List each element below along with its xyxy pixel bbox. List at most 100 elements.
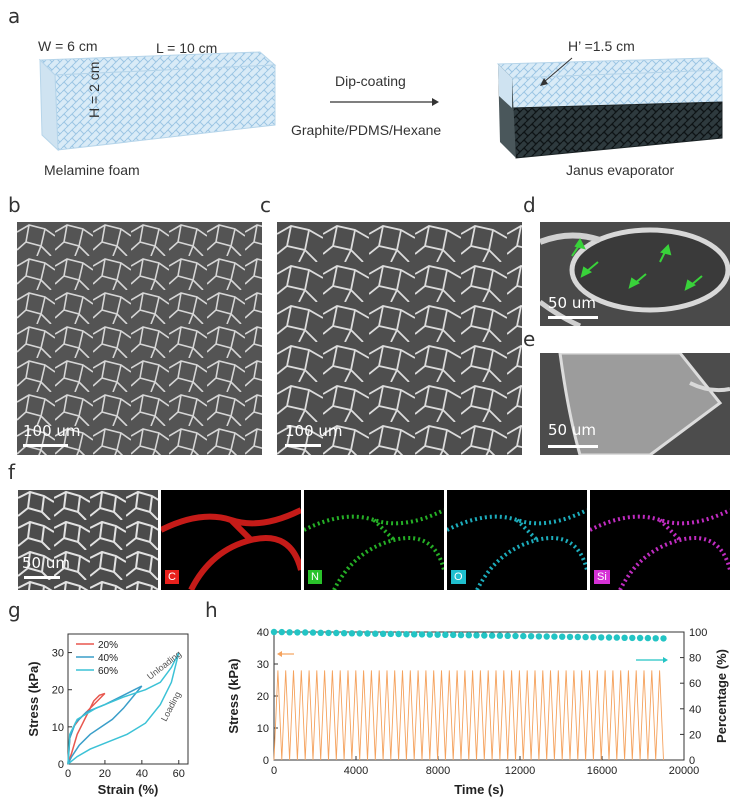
x-tick-label: 60 bbox=[173, 768, 185, 780]
scale-label-c: 100 um bbox=[285, 422, 343, 440]
panel-label-h: h bbox=[205, 598, 218, 622]
scale-bar-e bbox=[548, 445, 598, 448]
percentage-point bbox=[356, 630, 363, 637]
eds-map-o: O bbox=[447, 490, 587, 590]
percentage-point bbox=[340, 630, 348, 637]
scale-bar-d bbox=[548, 316, 598, 319]
foam-caption: Melamine foam bbox=[44, 162, 140, 178]
percentage-point bbox=[426, 631, 433, 638]
percentage-point bbox=[481, 632, 488, 639]
plot-frame bbox=[67, 633, 189, 765]
scale-bar-c bbox=[285, 444, 321, 447]
x-tick-label: 40 bbox=[136, 768, 148, 780]
percentage-point bbox=[333, 629, 340, 637]
percentage-point bbox=[644, 634, 652, 642]
sem-image-f: 50 um bbox=[18, 490, 158, 590]
foam-network-texture bbox=[277, 222, 522, 455]
y2-tick-label: 0 bbox=[689, 755, 695, 767]
percentage-point bbox=[294, 629, 301, 636]
y2-axis-label: Percentage (%) bbox=[714, 649, 729, 743]
x-axis-label: Strain (%) bbox=[98, 782, 159, 797]
percentage-point bbox=[496, 632, 504, 639]
series-60%-loading-line bbox=[67, 652, 180, 765]
series-40%-unloading-line bbox=[67, 685, 143, 765]
percentage-point bbox=[286, 629, 293, 636]
x-tick-label: 0 bbox=[271, 765, 277, 777]
y2-tick-label: 80 bbox=[689, 653, 701, 665]
y2-tick-label: 20 bbox=[689, 729, 701, 741]
element-tag-n: N bbox=[308, 570, 322, 584]
series-20%-unloading-line bbox=[67, 692, 106, 765]
sem-image-c: 100 um bbox=[277, 222, 522, 455]
percentage-point bbox=[551, 633, 558, 640]
sem-image-b: 100 um bbox=[17, 222, 262, 455]
y-axis-label: Stress (kPa) bbox=[226, 658, 241, 733]
percentage-point bbox=[582, 633, 589, 641]
process-bottom-label: Graphite/PDMS/Hexane bbox=[291, 122, 442, 138]
percentage-point bbox=[411, 631, 418, 638]
y-axis-label: Stress (kPa) bbox=[26, 661, 41, 736]
x-tick-label: 16000 bbox=[587, 765, 618, 777]
percentage-point bbox=[379, 630, 387, 637]
percentage-point bbox=[442, 631, 449, 638]
percentage-point bbox=[317, 629, 324, 636]
percentage-point bbox=[395, 630, 402, 638]
y-tick-label: 0 bbox=[263, 755, 269, 767]
percentage-point bbox=[278, 628, 285, 636]
scale-label-f: 50 um bbox=[22, 554, 70, 572]
cyclic-stress-chart: 0 4000 8000 12000 16000 200000102030400204060… bbox=[226, 627, 729, 797]
percentage-point bbox=[473, 632, 480, 639]
process-arrow-icon bbox=[330, 98, 439, 106]
element-tag-si: Si bbox=[594, 570, 610, 584]
janus-caption: Janus evaporator bbox=[566, 162, 675, 178]
x-axis-label: Time (s) bbox=[454, 782, 504, 797]
percentage-point bbox=[559, 633, 566, 640]
percentage-point bbox=[457, 631, 465, 639]
percentage-point bbox=[652, 635, 659, 642]
percentage-point bbox=[605, 634, 613, 641]
percentage-point bbox=[590, 634, 597, 641]
percentage-point bbox=[636, 634, 644, 642]
x-tick-label: 4000 bbox=[344, 765, 368, 777]
percentage-point bbox=[543, 633, 550, 640]
percentage-point bbox=[535, 633, 543, 640]
foam-network-texture bbox=[17, 222, 262, 455]
percentage-point bbox=[348, 630, 356, 637]
janus-evaporator-illustration bbox=[496, 57, 724, 159]
y-tick-label: 40 bbox=[257, 627, 269, 639]
panel-label-d: d bbox=[523, 193, 536, 217]
percentage-point bbox=[488, 632, 496, 639]
scale-label-d: 50 um bbox=[548, 294, 596, 312]
percentage-point bbox=[574, 633, 581, 641]
scale-label-b: 100 um bbox=[23, 422, 81, 440]
y-tick-label: 20 bbox=[257, 691, 269, 703]
x-tick-label: 0 bbox=[65, 768, 71, 780]
scale-bar-b bbox=[23, 444, 68, 447]
panel-label-f: f bbox=[8, 460, 16, 484]
left-axis-indicator-head bbox=[277, 651, 282, 657]
percentage-point bbox=[403, 631, 410, 638]
foam-width-label: W = 6 cm bbox=[38, 38, 98, 54]
janus-height-label: H’ =1.5 cm bbox=[568, 38, 635, 54]
eds-signal-texture bbox=[304, 508, 444, 590]
right-axis-indicator-head bbox=[663, 657, 668, 663]
percentage-point bbox=[598, 634, 605, 641]
panel-label-c: c bbox=[260, 193, 271, 217]
percentage-point bbox=[629, 634, 636, 642]
y2-tick-label: 60 bbox=[689, 678, 701, 690]
eds-map-c: C bbox=[161, 490, 301, 590]
y-tick-label: 10 bbox=[52, 722, 64, 734]
stress-strain-chart: 0 20 40 60 0 10 20 30 Strain (%) Stress (kPa) 20% 4… bbox=[26, 633, 189, 797]
y-tick-label: 10 bbox=[257, 723, 269, 735]
percentage-point bbox=[660, 635, 667, 642]
percentage-point bbox=[418, 631, 426, 638]
percentage-point bbox=[613, 634, 620, 641]
percentage-point bbox=[387, 630, 394, 638]
foam-height-label: H = 2 cm bbox=[86, 61, 102, 118]
y-tick-label: 30 bbox=[52, 648, 64, 660]
foam-network-texture bbox=[18, 490, 158, 590]
scale-label-e: 50 um bbox=[548, 421, 596, 439]
y2-tick-label: 40 bbox=[689, 704, 701, 716]
x-tick-label: 12000 bbox=[505, 765, 536, 777]
percentage-point bbox=[504, 632, 511, 639]
